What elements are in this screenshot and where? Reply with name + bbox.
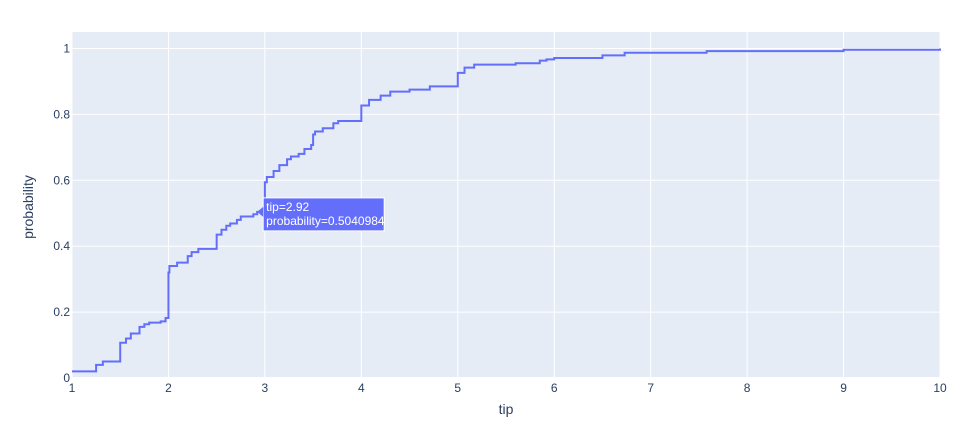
x-tick-label: 10	[933, 381, 947, 395]
x-tick-label: 6	[551, 381, 558, 395]
hover-tooltip-box	[262, 197, 385, 232]
ecdf-series-line[interactable]	[72, 48, 941, 373]
grid-lines	[71, 32, 941, 379]
y-tick-label: 0	[63, 371, 70, 385]
x-tick-label: 5	[454, 381, 461, 395]
x-tick-label: 3	[262, 381, 269, 395]
hover-tooltip-x-label: tip=2.92	[266, 200, 309, 214]
y-tick-label: 0.6	[53, 173, 70, 187]
y-tick-label: 0.8	[53, 107, 70, 121]
series-group	[72, 48, 941, 373]
hover-tooltip-y-label: probability=0.5040984	[266, 214, 385, 228]
hover-tooltip-pointer	[257, 206, 264, 217]
x-tick-label: 2	[165, 381, 172, 395]
x-axis-title: tip	[499, 401, 514, 417]
y-tick-label: 0.2	[53, 305, 70, 319]
y-tick-label: 0.4	[53, 239, 70, 253]
hover-tooltip: tip=2.92 probability=0.5040984	[257, 197, 385, 232]
x-tick-label: 4	[358, 381, 365, 395]
y-tick-label: 1	[63, 41, 70, 55]
y-tick-labels: 0 0.2 0.4 0.6 0.8 1	[53, 41, 70, 385]
x-tick-labels: 1 2 3 4 5 6 7 8 9 10	[69, 381, 947, 395]
y-axis-title: probability	[20, 175, 36, 239]
x-tick-label: 9	[840, 381, 847, 395]
plot-background[interactable]	[72, 32, 940, 378]
x-tick-label: 1	[69, 381, 76, 395]
x-tick-label: 7	[647, 381, 654, 395]
x-tick-label: 8	[744, 381, 751, 395]
